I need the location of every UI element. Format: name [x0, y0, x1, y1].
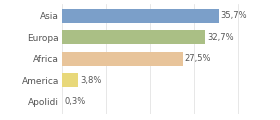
Text: 0,3%: 0,3% — [65, 97, 86, 106]
Bar — [62, 9, 219, 23]
Text: 3,8%: 3,8% — [80, 76, 101, 85]
Text: 35,7%: 35,7% — [220, 11, 247, 20]
Text: 32,7%: 32,7% — [207, 33, 234, 42]
Text: 27,5%: 27,5% — [184, 54, 211, 63]
Bar — [62, 30, 206, 44]
Bar — [62, 52, 183, 66]
Bar — [62, 95, 63, 109]
Bar — [62, 73, 78, 87]
